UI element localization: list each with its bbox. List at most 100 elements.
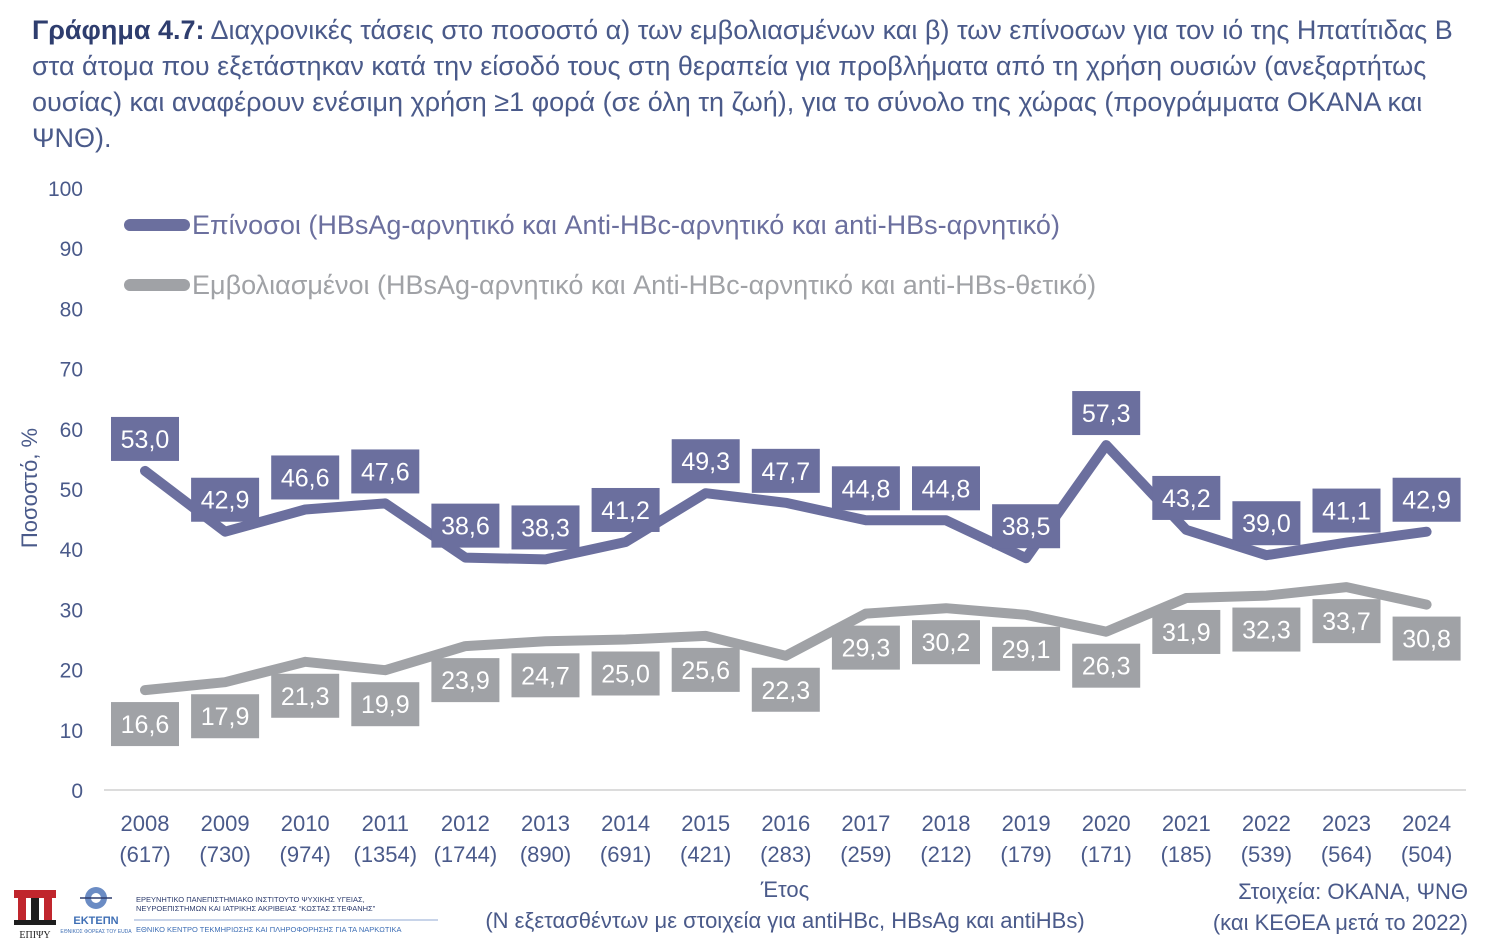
- x-tick-label: 2017: [841, 811, 890, 836]
- data-label-box: [271, 673, 340, 718]
- data-label: 16,6: [111, 702, 179, 747]
- x-tick-label: 2024: [1402, 811, 1451, 836]
- data-label: 38,6: [431, 503, 500, 548]
- data-label-text: 19,9: [361, 691, 410, 719]
- x-axis-title: Έτος (Ν εξετασθέντων με στοιχεία για ant…: [440, 874, 1130, 936]
- data-label-text: 32,3: [1242, 617, 1291, 645]
- data-label: 19,9: [351, 682, 420, 727]
- data-label: 57,3: [1072, 391, 1141, 436]
- data-label-box: [1232, 607, 1301, 652]
- x-tick-label: 2012: [441, 811, 490, 836]
- x-tick-label: 2011: [362, 811, 409, 836]
- data-label-box: [271, 455, 340, 500]
- x-tick-label: 2016: [761, 811, 810, 836]
- data-label: 17,9: [191, 694, 260, 739]
- chart-title: Γράφημα 4.7: Διαχρονικές τάσεις στο ποσο…: [32, 12, 1472, 156]
- data-label: 26,3: [1072, 643, 1141, 688]
- series-line: [140, 582, 1432, 696]
- y-axis: 0 10 20 30 40 50 60 70 80 90 100: [48, 178, 83, 803]
- data-label-box: [831, 466, 900, 511]
- legend-label: Επίνοσοι (HBsAg-αρνητικό και Anti-HBc-αρ…: [192, 210, 1060, 240]
- data-label-box: [191, 694, 260, 739]
- x-tick-count: (1354): [354, 842, 418, 867]
- y-tick-label: 0: [71, 780, 83, 803]
- data-label-text: 22,3: [761, 677, 810, 705]
- data-label: 38,5: [992, 504, 1061, 549]
- data-label-box: [591, 487, 660, 532]
- x-tick-count: (259): [840, 842, 891, 867]
- y-tick-label: 80: [60, 298, 83, 321]
- data-label-box: [431, 658, 500, 703]
- data-label: 42,9: [1392, 477, 1461, 522]
- data-label-box: [1312, 488, 1381, 533]
- data-label-box: [751, 448, 820, 493]
- data-label-box: [1312, 599, 1381, 644]
- y-tick-label: 90: [60, 238, 83, 261]
- x-tick-count: (283): [760, 842, 811, 867]
- data-label: 53,0: [111, 416, 179, 461]
- data-label: 33,7: [1312, 599, 1381, 644]
- x-tick-count: (212): [920, 842, 971, 867]
- y-tick-label: 50: [60, 479, 83, 502]
- data-label: 30,8: [1392, 616, 1461, 661]
- x-tick-count: (691): [600, 842, 651, 867]
- data-label-text: 41,1: [1322, 498, 1371, 526]
- data-label-text: 41,2: [601, 497, 650, 525]
- data-label: 47,6: [351, 449, 420, 494]
- series-group: 53,0 42,9 46,6 47,6 38,6 38,3 41,2 49,3 47,7 44,8…: [111, 391, 1461, 747]
- centre-line: ΕΘΝΙΚΟ ΚΕΝΤΡΟ ΤΕΚΜΗΡΙΩΣΗΣ ΚΑΙ ΠΛΗΡΟΦΟΡΗΣ…: [136, 925, 402, 934]
- data-label: 46,6: [271, 455, 340, 500]
- source-note: Στοιχεία: ΟΚΑΝΑ, ΨΝΘ (και ΚΕΘΕΑ μετά το …: [1213, 876, 1468, 938]
- data-label-text: 25,6: [681, 657, 730, 685]
- y-tick-label: 10: [60, 720, 83, 743]
- epipsy-logo: ΕΠΙΨΥ: [14, 890, 56, 941]
- x-tick-label: 2020: [1082, 811, 1131, 836]
- y-tick-label: 70: [60, 359, 83, 382]
- data-label-text: 38,6: [441, 513, 490, 541]
- data-label: 32,3: [1232, 607, 1301, 652]
- data-label-text: 31,9: [1162, 619, 1211, 647]
- data-label-text: 30,8: [1402, 626, 1451, 654]
- data-label-box: [751, 667, 820, 712]
- data-label-box: [671, 439, 740, 484]
- data-label-box: [1152, 609, 1221, 654]
- epipsy-label: ΕΠΙΨΥ: [19, 930, 50, 941]
- data-label-box: [431, 503, 500, 548]
- source-line-1: Στοιχεία: ΟΚΑΝΑ, ΨΝΘ: [1238, 879, 1468, 904]
- data-label-box: [1232, 501, 1301, 546]
- data-label: 22,3: [751, 667, 820, 712]
- data-label: 41,2: [591, 487, 660, 532]
- source-line-2: (και ΚΕΘΕΑ μετά το 2022): [1212, 910, 1468, 935]
- data-label: 41,1: [1312, 488, 1381, 533]
- data-label: 29,1: [992, 626, 1061, 671]
- x-tick-count: (421): [680, 842, 731, 867]
- data-label-text: 46,6: [281, 464, 330, 492]
- data-label-text: 43,2: [1162, 485, 1211, 513]
- data-label-text: 21,3: [281, 683, 330, 711]
- data-label-text: 17,9: [201, 703, 250, 731]
- x-tick-label: 2019: [1002, 811, 1051, 836]
- data-label-box: [671, 647, 740, 692]
- x-tick-label: 2008: [121, 811, 170, 836]
- data-label: 23,9: [431, 658, 500, 703]
- ektepn-logo: ΕΚΤΕΠΝ ΕΘΝΙΚΟΣ ΦΟΡΕΑΣ ΤΟΥ EUDA: [60, 887, 132, 935]
- institute-line-1: ΕΡΕΥΝΗΤΙΚΟ ΠΑΝΕΠΙΣΤΗΜΙΑΚΟ ΙΝΣΤΙΤΟΥΤΟ ΨΥΧ…: [136, 895, 365, 904]
- y-tick-label: 60: [60, 419, 83, 442]
- x-tick-label: 2015: [681, 811, 730, 836]
- data-label: 24,7: [511, 653, 580, 698]
- x-tick-label: 2021: [1162, 811, 1211, 836]
- data-label-text: 47,7: [761, 458, 810, 486]
- x-tick-count: (171): [1081, 842, 1132, 867]
- y-tick-label: 30: [60, 599, 83, 622]
- data-label-box: [912, 620, 980, 665]
- footer-logos: ΕΠΙΨΥ ΕΚΤΕΠΝ ΕΘΝΙΚΟΣ ΦΟΡΕΑΣ ΤΟΥ EUDA ΕΡΕ…: [14, 887, 438, 941]
- data-label: 49,3: [671, 439, 740, 484]
- data-label-text: 24,7: [521, 662, 570, 690]
- x-axis: 2008 (617) 2009 (730) 2010 (974) 2011 (1354) 201…: [119, 811, 1452, 867]
- data-label-box: [912, 466, 980, 511]
- x-axis-sublabel: (Ν εξετασθέντων με στοιχεία για antiHBc,…: [485, 908, 1085, 933]
- data-label-text: 29,1: [1002, 636, 1051, 664]
- x-tick-label: 2010: [281, 811, 330, 836]
- data-label-text: 33,7: [1322, 608, 1371, 636]
- data-label-text: 38,5: [1002, 513, 1051, 541]
